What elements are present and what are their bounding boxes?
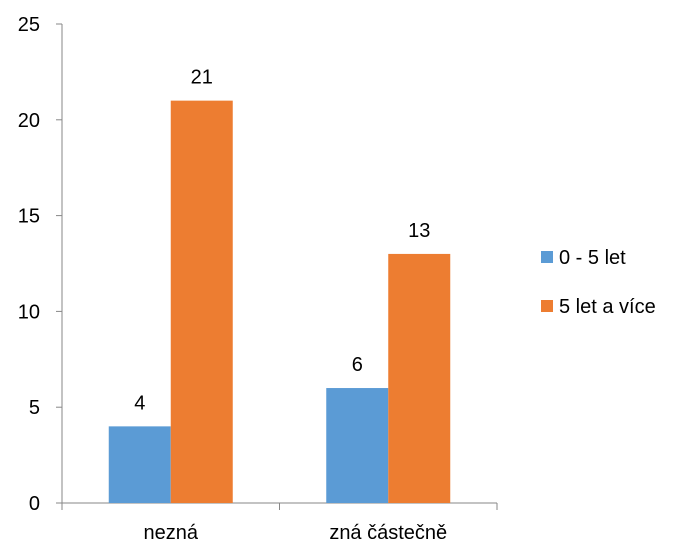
data-label: 6 — [352, 354, 363, 376]
bar — [388, 253, 451, 503]
legend-label: 5 let a více — [559, 296, 656, 318]
legend-swatch — [541, 300, 553, 312]
bar — [108, 426, 171, 503]
bar — [326, 388, 389, 503]
data-label: 21 — [191, 67, 213, 89]
bar — [170, 100, 233, 503]
legend-swatch — [541, 251, 553, 263]
x-tick-label: nezná — [144, 522, 199, 544]
axes: 0 5 10 15 20 25 nezná zná částečně — [18, 14, 498, 544]
legend: 0 - 5 let 5 let a více — [541, 247, 656, 318]
data-label: 4 — [134, 392, 145, 414]
bars — [108, 100, 451, 503]
y-tick-label: 10 — [18, 301, 40, 323]
x-tick-label: zná částečně — [329, 522, 447, 544]
legend-label: 0 - 5 let — [559, 247, 626, 269]
y-tick-label: 25 — [18, 14, 40, 36]
y-tick-label: 0 — [29, 493, 40, 515]
y-tick-label: 5 — [29, 397, 40, 419]
y-tick-label: 20 — [18, 110, 40, 132]
y-tick-label: 15 — [18, 206, 40, 228]
data-labels: 4 21 6 13 — [134, 67, 430, 415]
data-label: 13 — [408, 220, 430, 242]
